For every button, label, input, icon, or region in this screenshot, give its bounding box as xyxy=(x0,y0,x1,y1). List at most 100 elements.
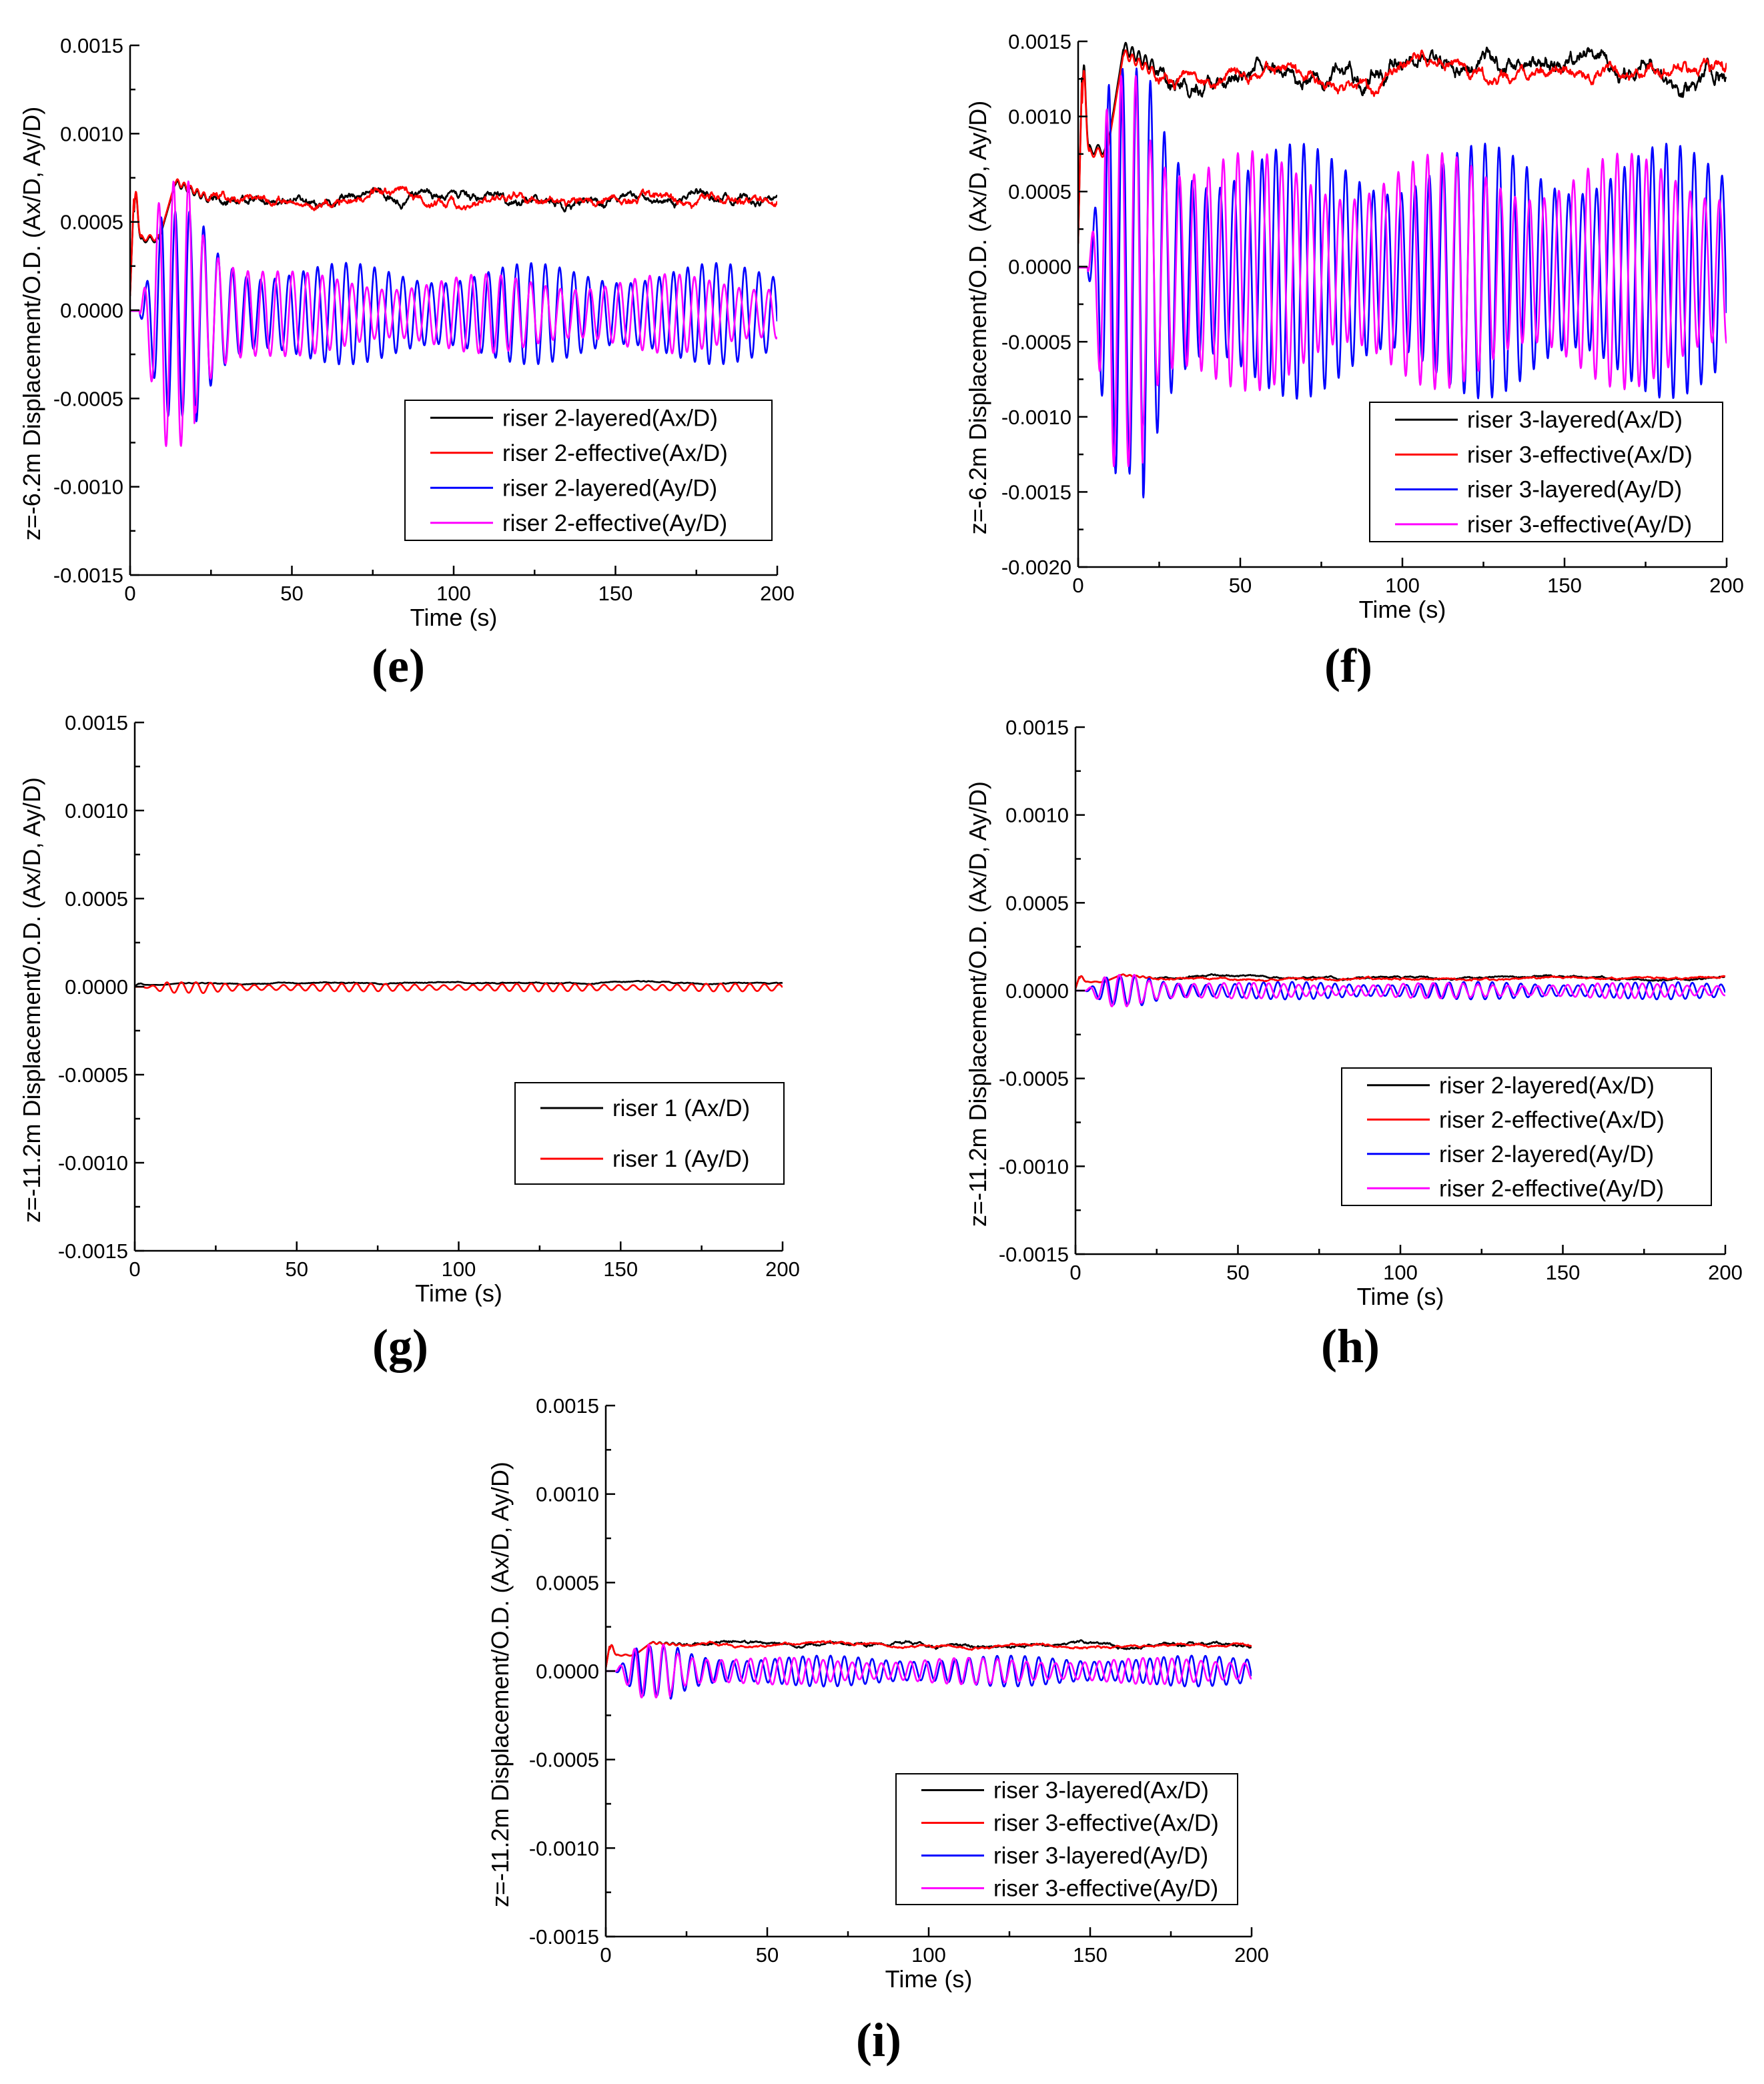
chart-f-x-tick-label: 50 xyxy=(1229,574,1252,597)
chart-i-legend-label-4: riser 3-effective(Ay/D) xyxy=(993,1876,1218,1902)
chart-i-y-tick-label: 0.0000 xyxy=(536,1660,599,1683)
chart-e-x-axis-title: Time (s) xyxy=(410,604,498,631)
chart-g-y-tick-label: 0.0015 xyxy=(65,711,128,734)
chart-e-legend-label-2: riser 2-effective(Ax/D) xyxy=(502,440,728,466)
chart-f-x-tick-label: 100 xyxy=(1385,574,1420,597)
chart-g-panel-label: (g) xyxy=(372,1320,428,1373)
chart-g-x-tick-label: 100 xyxy=(442,1257,476,1281)
chart-g-y-tick-label: -0.0005 xyxy=(58,1063,128,1087)
chart-f-panel-label: (f) xyxy=(1324,639,1372,692)
chart-e-y-tick-label: -0.0005 xyxy=(53,387,123,410)
chart-g-x-tick-label: 0 xyxy=(129,1257,140,1281)
chart-e-x-tick-label: 150 xyxy=(598,582,633,605)
chart-f-series-line-1 xyxy=(1078,41,1727,243)
chart-f-series-line-4 xyxy=(1078,75,1727,468)
chart-e-series-group xyxy=(130,178,777,448)
chart-e-y-tick-label: 0.0010 xyxy=(60,122,123,145)
chart-h-background xyxy=(954,717,1741,1318)
chart-h-x-tick-label: 100 xyxy=(1383,1261,1418,1284)
chart-i-y-tick-label: -0.0005 xyxy=(529,1748,599,1772)
chart-h-legend-label-1: riser 2-layered(Ax/D) xyxy=(1439,1073,1655,1099)
chart-i-y-tick-label: -0.0010 xyxy=(529,1837,599,1860)
chart-f-y-tick-label: -0.0010 xyxy=(1001,406,1071,429)
chart-i-x-axis-title: Time (s) xyxy=(885,1965,973,1993)
chart-i-y-tick-label: -0.0015 xyxy=(529,1925,599,1949)
chart-i-panel-label: (i) xyxy=(856,2013,901,2067)
chart-e-y-tick-label: 0.0005 xyxy=(60,211,123,234)
chart-f-legend-label-2: riser 3-effective(Ax/D) xyxy=(1467,442,1693,468)
chart-h-legend xyxy=(1341,1067,1712,1206)
chart-i-x-tick-label: 0 xyxy=(600,1943,611,1967)
chart-e-legend-label-4: riser 2-effective(Ay/D) xyxy=(502,510,727,536)
chart-e-y-tick-label: -0.0010 xyxy=(53,476,123,499)
chart-h-legend-label-2: riser 2-effective(Ax/D) xyxy=(1439,1107,1665,1133)
chart-i-series-group xyxy=(606,1639,1252,1700)
chart-e-y-tick-label: 0.0000 xyxy=(60,299,123,322)
chart-h-y-tick-label: -0.0015 xyxy=(999,1243,1069,1266)
chart-g-x-axis-title: Time (s) xyxy=(415,1279,502,1307)
chart-i-legend xyxy=(895,1773,1238,1905)
chart-e-series-line-4 xyxy=(130,180,777,448)
chart-g-series-line-1 xyxy=(135,980,783,987)
chart-i-y-tick-label: 0.0015 xyxy=(536,1394,599,1418)
chart-f-y-tick-label: -0.0015 xyxy=(1001,480,1071,504)
chart-h-x-tick-label: 150 xyxy=(1546,1261,1581,1284)
chart-f-x-tick-label: 200 xyxy=(1709,574,1744,597)
chart-h-y-tick-label: 0.0005 xyxy=(1005,891,1069,915)
chart-h-y-tick-label: 0.0015 xyxy=(1005,716,1069,739)
chart-h-x-tick-label: 50 xyxy=(1226,1261,1249,1284)
chart-h: 0 50 100 150 200 -0.0015 -0.0010 -0.0005 0.0000 0… xyxy=(954,716,1743,1373)
chart-i-background xyxy=(484,1391,1278,1998)
chart-e-x-tick-label: 0 xyxy=(124,582,135,605)
chart-e-y-tick-label: -0.0015 xyxy=(53,564,123,587)
chart-g: 0 50 100 150 200 -0.0015 -0.0010 -0.0005 0.0000 0… xyxy=(11,711,800,1373)
chart-g-y-tick-label: -0.0010 xyxy=(58,1151,128,1175)
chart-i-series-line-4 xyxy=(606,1644,1252,1698)
chart-i-x-tick-label: 50 xyxy=(756,1943,779,1967)
chart-e-y-tick-label: 0.0015 xyxy=(60,34,123,57)
chart-e: 0 50 100 150 200 -0.0015 -0.0010 -0.0005 0.0000 0… xyxy=(11,27,795,692)
chart-e-x-tick-label: 200 xyxy=(760,582,795,605)
chart-f-legend-label-1: riser 3-layered(Ax/D) xyxy=(1467,407,1683,433)
chart-e-legend-label-3: riser 2-layered(Ay/D) xyxy=(502,475,717,501)
chart-e-legend xyxy=(404,400,773,541)
chart-i-legend-label-3: riser 3-layered(Ay/D) xyxy=(993,1843,1208,1869)
chart-g-y-tick-label: 0.0000 xyxy=(65,975,128,999)
chart-h-x-tick-label: 200 xyxy=(1708,1261,1743,1284)
chart-i-x-tick-label: 150 xyxy=(1073,1943,1108,1967)
chart-g-background xyxy=(11,717,793,1318)
chart-i-y-axis-title: z=-11.2m Displacement/O.D. (Ax/D, Ay/D) xyxy=(486,1462,514,1907)
chart-h-series-line-2 xyxy=(1075,973,1725,989)
chart-h-y-tick-label: -0.0005 xyxy=(999,1067,1069,1091)
chart-f-y-tick-label: -0.0020 xyxy=(1001,556,1071,579)
chart-e-series-line-2 xyxy=(130,178,777,296)
chart-g-series-line-2 xyxy=(135,981,783,994)
chart-e-legend-label-1: riser 2-layered(Ax/D) xyxy=(502,405,718,431)
chart-f-series-group xyxy=(1078,41,1727,499)
chart-h-series-line-4 xyxy=(1075,974,1725,1007)
chart-g-x-tick-label: 150 xyxy=(603,1257,638,1281)
chart-f-y-tick-label: 0.0005 xyxy=(1008,180,1071,203)
chart-f-series-line-2 xyxy=(1078,49,1727,244)
chart-i: 0 50 100 150 200 -0.0015 -0.0010 -0.0005 0.0000 0… xyxy=(484,1391,1278,2067)
chart-e-panel-label: (e) xyxy=(372,639,425,692)
chart-f-x-tick-label: 0 xyxy=(1072,574,1083,597)
chart-g-series-group xyxy=(135,980,783,994)
chart-f-y-tick-label: 0.0015 xyxy=(1008,30,1071,53)
chart-g-y-tick-label: 0.0005 xyxy=(65,887,128,911)
chart-h-y-axis-title: z=-11.2m Displacement/O.D. (Ax/D, Ay/D) xyxy=(964,781,991,1227)
chart-h-x-axis-title: Time (s) xyxy=(1357,1283,1444,1310)
chart-i-y-tick-label: 0.0010 xyxy=(536,1483,599,1506)
chart-g-x-tick-label: 50 xyxy=(286,1257,308,1281)
chart-h-y-tick-label: 0.0010 xyxy=(1005,804,1069,827)
chart-f: 0 50 100 150 200 -0.0020 -0.0015 -0.0010 -0.0005… xyxy=(964,27,1752,692)
chart-g-y-tick-label: 0.0010 xyxy=(65,799,128,823)
chart-f-x-tick-label: 150 xyxy=(1547,574,1582,597)
chart-g-y-axis-title: z=-11.2m Displacement/O.D. (Ax/D, Ay/D) xyxy=(18,777,45,1223)
chart-i-series-line-2 xyxy=(606,1640,1252,1668)
chart-i-legend-label-1: riser 3-layered(Ax/D) xyxy=(993,1778,1209,1804)
chart-f-y-tick-label: 0.0000 xyxy=(1008,255,1071,279)
chart-h-x-tick-label: 0 xyxy=(1069,1261,1081,1284)
chart-f-y-tick-label: 0.0010 xyxy=(1008,105,1071,129)
